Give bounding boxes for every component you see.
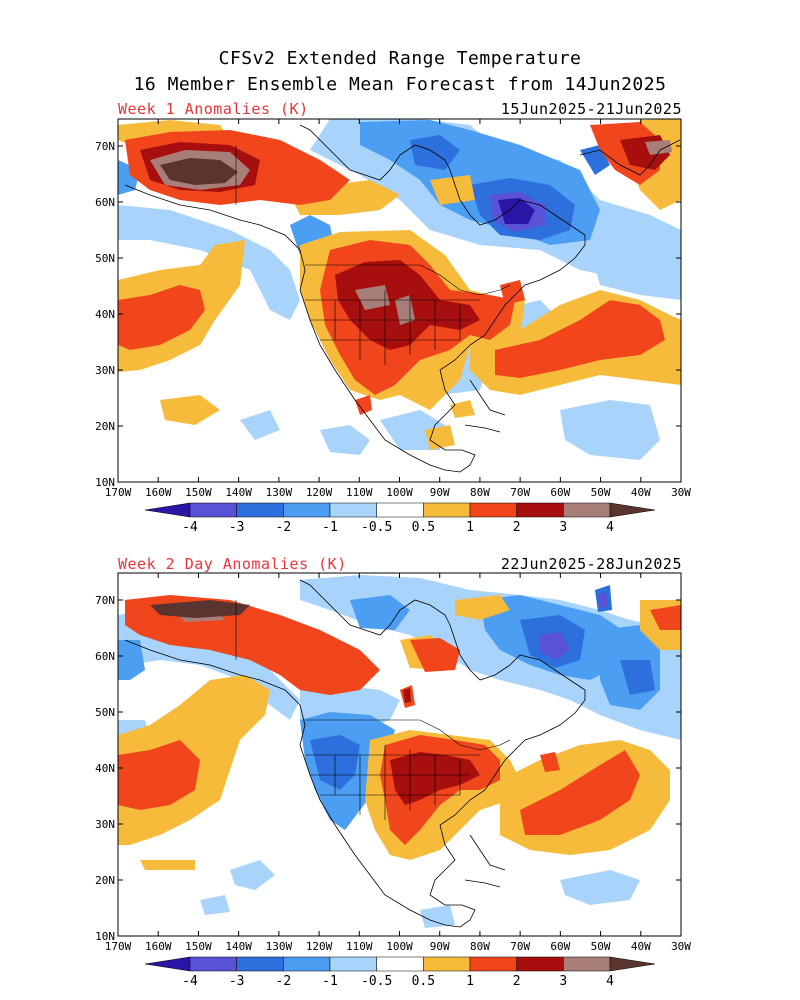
title-line-1: CFSv2 Extended Range Temperature: [218, 48, 582, 69]
cbar1-cbar-box: [283, 502, 331, 518]
panel1-lon-label: 110W: [346, 486, 373, 499]
panel2-lat-label: 60N: [95, 650, 115, 663]
cbar1-cbar-label: -2: [276, 520, 292, 535]
panel1-lat-label: 10N: [95, 476, 115, 489]
panel2-dates: 22Jun2025-28Jun2025: [500, 555, 682, 573]
cbar2-cbar-box: [376, 956, 424, 972]
cbar2-cbar-box: [283, 956, 331, 972]
cbar2-cbar-box: [469, 956, 517, 972]
panel1-label: Week 1 Anomalies (K): [118, 100, 309, 118]
cbar1-cbar-label: 2: [513, 520, 521, 535]
panel2-lat-label: 40N: [95, 762, 115, 775]
cbar1-cbar-label: -0.5: [361, 520, 392, 535]
cbar2-cbar-arrow-low: [144, 956, 191, 972]
panel2-map: [118, 573, 681, 936]
panel1-lat-label: 20N: [95, 420, 115, 433]
cbar1-cbar-box: [563, 502, 611, 518]
panel2-lat-label: 30N: [95, 818, 115, 831]
colorbar-1: -4 -3 -2 -1 -0.5 0.5 1 2 3 4: [144, 502, 656, 535]
cbar2-cbar-label: 4: [606, 974, 614, 989]
panel1-lon-label: 120W: [306, 486, 333, 499]
panel1-lon-label: 100W: [386, 486, 413, 499]
cbar2-cbar-label: 0.5: [412, 974, 435, 989]
cbar2-cbar-box: [563, 956, 611, 972]
panel2-lon-label: 110W: [346, 940, 373, 953]
panel1-lat-label: 30N: [95, 364, 115, 377]
panel2-lon-label: 100W: [386, 940, 413, 953]
title-line-2: 16 Member Ensemble Mean Forecast from 14…: [133, 74, 667, 95]
cbar1-cbar-box: [189, 502, 237, 518]
panel1-lat-label: 70N: [95, 140, 115, 153]
panel1-lon-label: 170W: [105, 486, 132, 499]
cbar2-cbar-arrow-high: [609, 956, 656, 972]
panel2-lon-label: 60W: [550, 940, 570, 953]
panel2-lon-label: 30W: [671, 940, 691, 953]
cbar1-cbar-box: [516, 502, 564, 518]
cbar2-cbar-label: 1: [466, 974, 474, 989]
panel1-lon-label: 30W: [671, 486, 691, 499]
cbar2-cbar-label: 2: [513, 974, 521, 989]
panel1-lat-label: 50N: [95, 252, 115, 265]
cbar1-cbar-label: 3: [559, 520, 567, 535]
cbar2-cbar-box: [236, 956, 284, 972]
colorbar-2: -4 -3 -2 -1 -0.5 0.5 1 2 3 4: [144, 956, 656, 989]
panel2-lon-label: 120W: [306, 940, 333, 953]
panel1-lon-label: 50W: [591, 486, 611, 499]
cbar1-cbar-label: 1: [466, 520, 474, 535]
cbar1-cbar-box: [236, 502, 284, 518]
panel1-lon-label: 140W: [225, 486, 252, 499]
cbar2-cbar-label: -0.5: [361, 974, 392, 989]
cbar2-cbar-label: 3: [559, 974, 567, 989]
cbar1-cbar-label: 0.5: [412, 520, 435, 535]
panel2-lon-label: 160W: [145, 940, 172, 953]
panel1-lon-label: 160W: [145, 486, 172, 499]
panel2-lon-label: 140W: [225, 940, 252, 953]
panel2-lat-label: 70N: [95, 594, 115, 607]
panel1-lon-label: 80W: [470, 486, 490, 499]
panel2-lon-label: 170W: [105, 940, 132, 953]
panel2-lon-label: 50W: [591, 940, 611, 953]
panel2-lon-label: 40W: [631, 940, 651, 953]
cbar1-cbar-box: [376, 502, 424, 518]
cbar1-cbar-box: [469, 502, 517, 518]
panel1-lon-label: 70W: [510, 486, 530, 499]
cbar1-cbar-arrow-low: [144, 502, 191, 518]
panel2-lon-label: 130W: [266, 940, 293, 953]
cbar1-cbar-label: 4: [606, 520, 614, 535]
cbar2-cbar-label: -1: [322, 974, 338, 989]
cbar2-cbar-label: -2: [276, 974, 292, 989]
cbar1-cbar-label: -3: [229, 520, 245, 535]
cbar1-cbar-box: [423, 502, 471, 518]
cbar1-cbar-arrow-high: [609, 502, 656, 518]
panel1-map: [118, 119, 681, 482]
panel2-lon-label: 150W: [185, 940, 212, 953]
panel2-lat-label: 10N: [95, 930, 115, 943]
panel2-lon-label: 80W: [470, 940, 490, 953]
panel1-lon-label: 130W: [266, 486, 293, 499]
panel1-lon-label: 150W: [185, 486, 212, 499]
panel1-dates: 15Jun2025-21Jun2025: [500, 100, 682, 118]
cbar2-cbar-box: [516, 956, 564, 972]
panel2-lat-label: 50N: [95, 706, 115, 719]
panel2-lon-label: 90W: [430, 940, 450, 953]
panel1-lat-label: 60N: [95, 196, 115, 209]
cbar1-cbar-label: -1: [322, 520, 338, 535]
panel1-lon-label: 40W: [631, 486, 651, 499]
panel2-lon-label: 70W: [510, 940, 530, 953]
cbar2-cbar-box: [329, 956, 377, 972]
cbar1-cbar-box: [329, 502, 377, 518]
panel1-lon-label: 90W: [430, 486, 450, 499]
cbar1-cbar-label: -4: [182, 520, 198, 535]
panel1-lon-label: 60W: [550, 486, 570, 499]
cbar2-cbar-label: -4: [182, 974, 198, 989]
cbar2-cbar-box: [189, 956, 237, 972]
panel2-lat-label: 20N: [95, 874, 115, 887]
panel2-label: Week 2 Day Anomalies (K): [118, 555, 347, 573]
cbar2-cbar-box: [423, 956, 471, 972]
cbar2-cbar-label: -3: [229, 974, 245, 989]
panel1-lat-label: 40N: [95, 308, 115, 321]
